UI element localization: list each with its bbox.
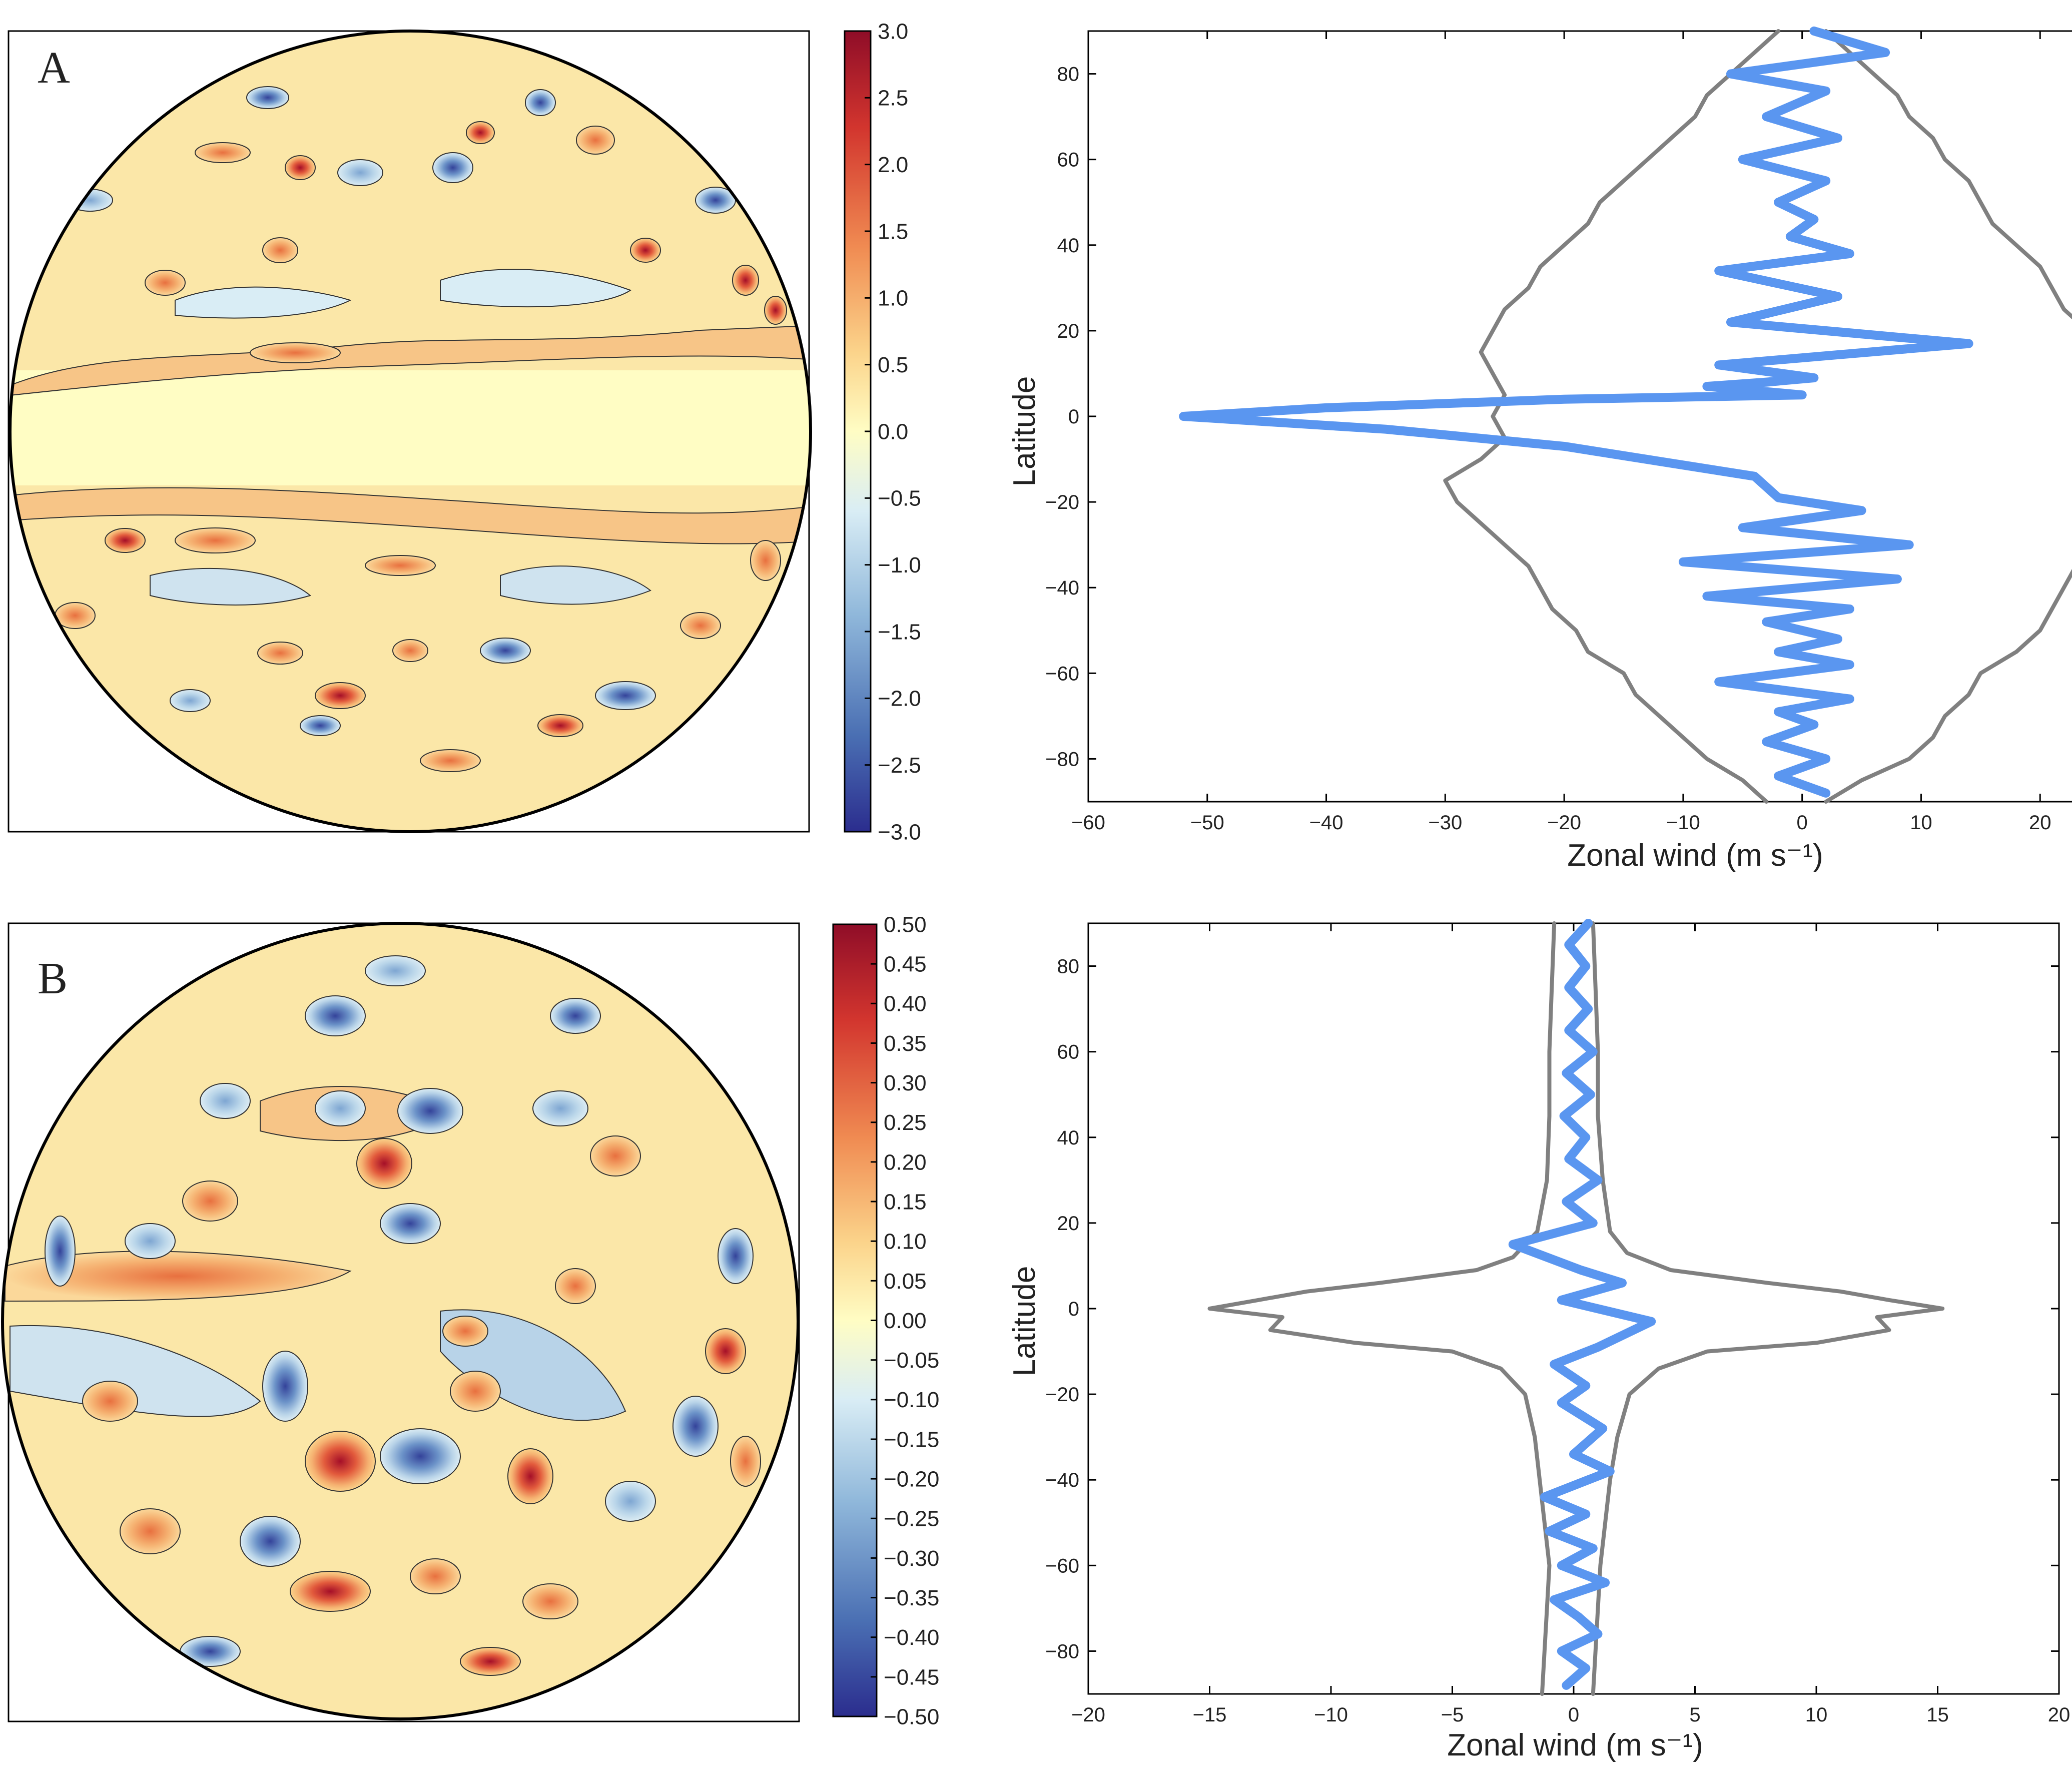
globe-b-field	[5, 955, 761, 1676]
colorbar-tick-label: 0.40	[884, 992, 927, 1016]
y-tick-label: 40	[1057, 1127, 1080, 1149]
colorbar-a: 3.0 2.5 2.0 1.5 1.0 0.5 0.0 −0.5 −1.0 −1.5 −2.0 −2.…	[844, 19, 921, 844]
line-b-ylabel: Latitude	[1007, 1266, 1042, 1377]
y-tick-label: −60	[1045, 1555, 1079, 1577]
x-tick-label: 20	[2048, 1704, 2070, 1726]
globe-a-outline	[9, 30, 812, 833]
y-tick-label: 80	[1057, 64, 1080, 86]
line-plot-a: Latitude Zonal wind (m s⁻¹) −60 −50 −40 −30…	[1007, 27, 2072, 873]
colorbar-tick-label: −0.50	[884, 1704, 939, 1729]
colorbar-tick-label: 0.15	[884, 1190, 927, 1214]
y-tick-label: 80	[1057, 956, 1080, 978]
series-spread-envelope	[1443, 29, 1781, 804]
colorbar-tick-label: 0.25	[884, 1110, 927, 1135]
colorbar-tick-label: 0.00	[884, 1309, 927, 1333]
x-tick-label: −50	[1190, 812, 1224, 834]
x-tick-label: −30	[1428, 812, 1462, 834]
x-tick-label: −15	[1193, 1704, 1227, 1726]
y-tick-label: 60	[1057, 1041, 1080, 1063]
colorbar-tick-label: −0.20	[884, 1467, 939, 1492]
colorbar-tick-label: −1.0	[878, 553, 921, 577]
colorbar-tick-label: −0.10	[884, 1388, 939, 1412]
plot-series-group	[1207, 919, 1945, 1696]
colorbar-tick-label: 3.0	[878, 19, 908, 44]
colorbar-b-ticks: 0.50 0.45 0.40 0.35 0.30 0.25 0.20 0.15 0.10 0.05…	[871, 912, 939, 1729]
x-tick-label: −10	[1314, 1704, 1348, 1726]
y-tick-label: −20	[1045, 491, 1079, 513]
y-tick-label: −20	[1045, 1384, 1079, 1406]
colorbar-tick-label: 0.35	[884, 1031, 927, 1056]
series-mean-zonal-wind	[1179, 27, 1973, 798]
colorbar-tick-label: −0.5	[878, 486, 921, 511]
colorbar-tick-label: −1.5	[878, 620, 921, 644]
colorbar-tick-label: −0.25	[884, 1507, 939, 1531]
x-tick-label: 10	[1805, 1704, 1828, 1726]
panel-letter-a: A	[38, 43, 70, 93]
x-tick-label: −40	[1309, 812, 1343, 834]
colorbar-b: 0.50 0.45 0.40 0.35 0.30 0.25 0.20 0.15 0.10 0.05…	[832, 912, 939, 1729]
colorbar-tick-label: −0.35	[884, 1586, 939, 1610]
line-a-ylabel: Latitude	[1007, 376, 1042, 487]
line-b-xlabel: Zonal wind (m s⁻¹)	[1447, 1728, 1703, 1762]
x-tick-label: 5	[1689, 1704, 1700, 1726]
x-tick-label: 15	[1926, 1704, 1949, 1726]
colorbar-tick-label: 0.30	[884, 1071, 927, 1095]
y-tick-label: 20	[1057, 320, 1080, 342]
plot-series-group	[1179, 27, 2072, 804]
colorbar-tick-label: −0.30	[884, 1546, 939, 1571]
colorbar-tick-label: −0.05	[884, 1348, 939, 1373]
y-tick-label: −40	[1045, 1469, 1079, 1491]
panel-letter-b: B	[38, 954, 68, 1003]
y-tick-label: 0	[1068, 1298, 1079, 1320]
colorbar-tick-label: 0.45	[884, 952, 927, 977]
colorbar-tick-label: 2.0	[878, 153, 908, 177]
map-panel-b: B	[1, 922, 800, 1722]
x-tick-label: −60	[1071, 812, 1105, 834]
x-tick-label: −20	[1071, 1704, 1105, 1726]
y-tick-label: −80	[1045, 748, 1079, 770]
colorbar-tick-label: 0.05	[884, 1269, 927, 1294]
colorbar-tick-label: −0.40	[884, 1625, 939, 1650]
colorbar-tick-label: −2.5	[878, 753, 921, 778]
series-spread-envelope	[1207, 921, 1557, 1696]
series-spread-envelope	[1591, 921, 1945, 1696]
colorbar-tick-label: 0.5	[878, 353, 908, 377]
line-plot-b: Latitude Zonal wind (m s⁻¹) −20 −15 −10 −5 0…	[1007, 919, 2070, 1762]
x-tick-label: 0	[1568, 1704, 1579, 1726]
line-a-xlabel: Zonal wind (m s⁻¹)	[1567, 838, 1823, 873]
x-tick-label: −10	[1666, 812, 1700, 834]
x-tick-label: 20	[2029, 812, 2051, 834]
colorbar-tick-label: −0.15	[884, 1427, 939, 1452]
colorbar-tick-label: 0.20	[884, 1150, 927, 1174]
colorbar-tick-label: −2.0	[878, 687, 921, 711]
y-tick-label: −60	[1045, 663, 1079, 685]
colorbar-tick-label: 0.50	[884, 912, 927, 937]
series-mean-zonal-wind	[1508, 919, 1656, 1690]
colorbar-tick-label: 1.5	[878, 219, 908, 244]
colorbar-tick-label: −0.45	[884, 1665, 939, 1689]
x-tick-label: 0	[1797, 812, 1808, 834]
y-tick-label: 0	[1068, 406, 1079, 428]
y-tick-label: −40	[1045, 577, 1079, 599]
colorbar-tick-label: 1.0	[878, 286, 908, 311]
y-tick-label: 40	[1057, 235, 1080, 257]
map-panel-a: A	[8, 30, 812, 833]
globe-a-field	[10, 86, 811, 772]
globe-b	[3, 923, 798, 1719]
colorbar-tick-label: 0.10	[884, 1230, 927, 1254]
series-spread-envelope	[1824, 29, 2072, 804]
x-tick-label: 10	[1910, 812, 1932, 834]
y-tick-label: 20	[1057, 1213, 1080, 1235]
y-tick-label: −80	[1045, 1640, 1079, 1662]
colorbar-b-gradient	[832, 923, 878, 1717]
globe-b-outline	[1, 922, 800, 1720]
colorbar-tick-label: 2.5	[878, 86, 908, 111]
x-tick-label: −5	[1441, 1704, 1464, 1726]
colorbar-tick-label: −3.0	[878, 820, 921, 844]
x-tick-label: −20	[1547, 812, 1581, 834]
colorbar-tick-label: 0.0	[878, 419, 908, 444]
y-tick-label: 60	[1057, 149, 1080, 171]
colorbar-a-ticks: 3.0 2.5 2.0 1.5 1.0 0.5 0.0 −0.5 −1.0 −1.5 −2.0 −2.…	[865, 19, 921, 844]
